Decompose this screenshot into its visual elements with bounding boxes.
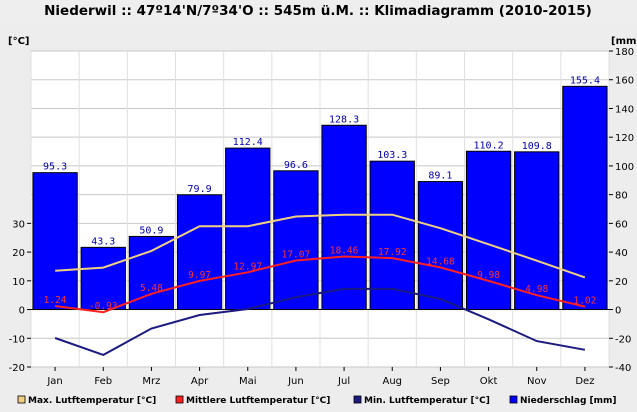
x-tick-label: Okt [480, 376, 498, 387]
x-tick-label: Dez [575, 376, 594, 387]
precip-value-label: 110.2 [474, 140, 504, 151]
precip-bar-feb [80, 246, 126, 311]
right-tick-label: 180 [615, 47, 634, 58]
legend: Max. Lutftemperatur [°C] Mittlere Lutftem… [17, 395, 617, 406]
mean-temp-label: 9.97 [188, 270, 211, 281]
right-tick-label: 160 [615, 76, 634, 87]
x-tick-label: Jun [287, 376, 304, 387]
x-tick-label: Mai [239, 376, 257, 387]
precip-value-label: 96.6 [284, 160, 308, 171]
chart-title: Niederwil :: 47º14'N/7º34'O :: 545m ü.M.… [44, 3, 592, 19]
mean-temp-label: 12.97 [233, 261, 262, 272]
x-tick-label: Sep [431, 376, 450, 387]
x-tick-label: Feb [94, 376, 112, 387]
x-tick-label: Mrz [142, 376, 160, 387]
precip-value-label: 50.9 [139, 225, 163, 236]
precip-value-label: 109.8 [522, 141, 552, 152]
right-tick-label: 60 [615, 219, 628, 230]
right-tick-label: 140 [615, 104, 634, 115]
precip-value-label: 128.3 [329, 114, 359, 125]
x-tick-label: Jul [337, 376, 350, 387]
precip-bar-jan [32, 172, 78, 311]
axes: -20 -10 0 10 20 30 -40 -20 0 20 40 60 80 100 120 140 160… [9, 47, 634, 387]
precip-bar-dez [562, 85, 608, 311]
right-tick-label: 80 [615, 191, 628, 202]
precip-bar-aug [369, 160, 415, 311]
x-tick-label: Nov [527, 376, 547, 387]
left-tick-label: 10 [12, 277, 25, 288]
x-tick-label: Aug [382, 376, 402, 387]
precip-value-label: 79.9 [188, 184, 212, 195]
right-tick-label: -40 [615, 363, 631, 374]
precip-bar-okt [465, 150, 512, 311]
left-tick-label: -20 [9, 363, 25, 374]
precip-value-label: 43.3 [91, 236, 115, 247]
precip-value-label: 155.4 [570, 75, 600, 86]
line-max-temperature [55, 213, 586, 279]
precip-bar-mai [225, 147, 271, 311]
precip-bar-apr [176, 194, 223, 311]
line-min-temperature [54, 287, 586, 356]
right-tick-label: 20 [615, 277, 628, 288]
mean-temp-label: 14.68 [426, 256, 455, 267]
left-tick-label: -10 [9, 334, 25, 345]
right-axis-unit: [mm] [611, 36, 637, 47]
legend-swatch [17, 395, 26, 404]
legend-label: Max. Lutftemperatur [°C] [28, 396, 156, 406]
precipitation-bars [32, 85, 608, 311]
legend-label: Mittlere Lutftemperatur [°C] [186, 396, 330, 406]
mean-temp-label: 1.02 [573, 296, 596, 307]
precip-bar-jul [321, 124, 367, 311]
legend-label: Min. Lutftemperatur [°C] [364, 396, 490, 406]
precip-value-label: 95.3 [43, 162, 67, 173]
title-bar [0, 0, 637, 26]
temperature-lines [54, 213, 586, 356]
precip-value-label: 103.3 [377, 150, 407, 161]
mean-temp-label: 9.98 [477, 270, 500, 281]
precip-bar-sep [417, 181, 464, 311]
mean-temp-label: 17.92 [378, 247, 407, 258]
legend-swatch [175, 395, 184, 404]
x-tick-label: Apr [191, 376, 209, 387]
mean-temp-label: 5.48 [140, 283, 163, 294]
left-tick-label: 0 [19, 306, 25, 317]
legend-swatch [509, 395, 518, 404]
line-mittlere-temperature [54, 255, 586, 314]
mean-temp-label: 4.98 [525, 284, 548, 295]
legend-label: Niederschlag [mm] [520, 396, 617, 406]
right-tick-label: 0 [615, 306, 621, 317]
right-tick-label: 120 [615, 133, 634, 144]
right-tick-label: 100 [615, 162, 634, 173]
left-axis-unit: [°C] [8, 36, 29, 47]
precip-bar-mrz [128, 235, 175, 311]
precip-bar-jun [273, 170, 319, 311]
left-tick-label: 20 [12, 248, 25, 259]
x-tick-label: Jan [46, 376, 62, 387]
left-tick-label: 30 [12, 219, 25, 230]
precip-bar-nov [514, 151, 560, 311]
precip-value-label: 89.1 [428, 171, 452, 182]
right-tick-label: 40 [615, 248, 628, 259]
precip-value-label: 112.4 [233, 137, 263, 148]
right-tick-label: -20 [615, 334, 631, 345]
mean-temp-label: 17.07 [282, 250, 311, 261]
legend-swatch [353, 395, 362, 404]
data-labels: 95.3 43.3 50.9 79.9 112.4 96.6 128.3 103.3 89.1 1… [43, 75, 600, 312]
mean-temp-label: 1.24 [44, 295, 67, 306]
mean-temp-label: -0.93 [89, 301, 118, 312]
grid [30, 50, 610, 368]
mean-temp-label: 18.46 [330, 246, 359, 257]
